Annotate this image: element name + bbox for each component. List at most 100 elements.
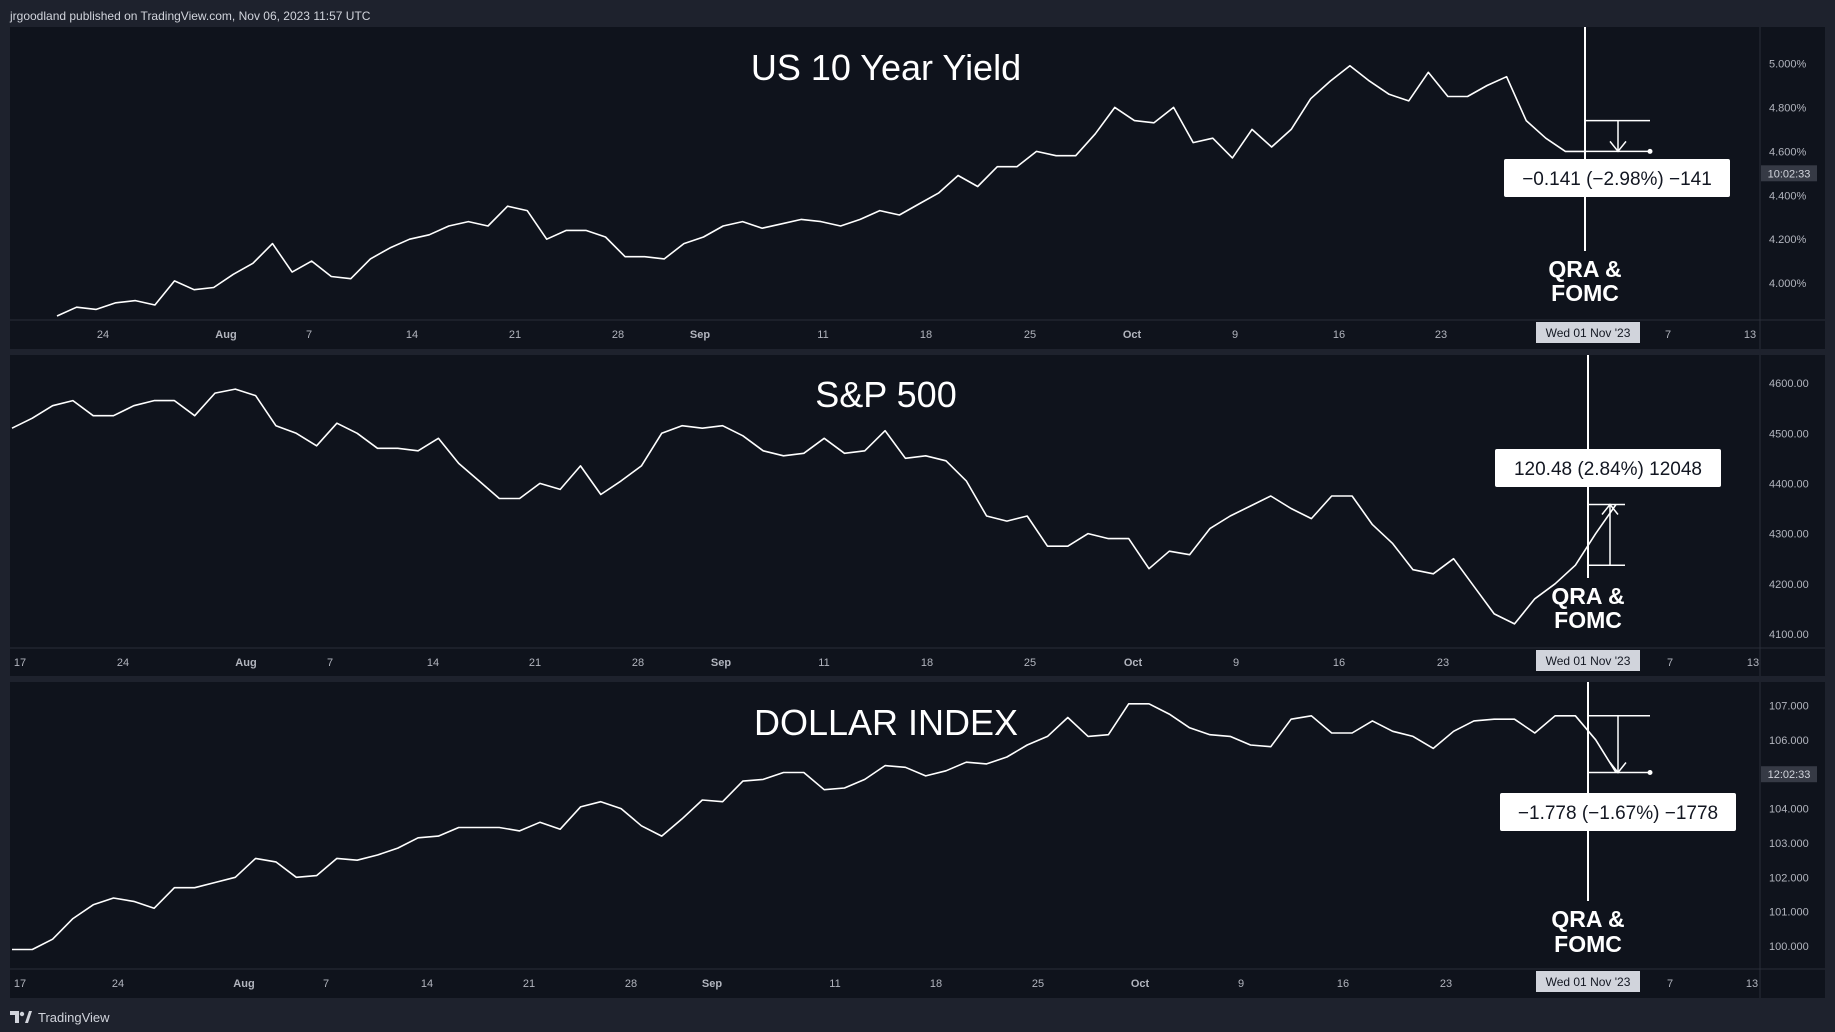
x-tick-label: 21: [509, 329, 521, 341]
x-tick-label: 21: [523, 978, 535, 990]
price-series-line: [11, 388, 1617, 625]
x-tick-label: 24: [117, 657, 129, 669]
x-tick-label: 17: [14, 978, 26, 990]
chart-title: DOLLAR INDEX: [754, 702, 1018, 743]
measure-arrow-head: [1609, 762, 1627, 774]
x-tick-label: 13: [1744, 329, 1756, 341]
price-series-line: [12, 702, 1617, 951]
last-price-badge: [1761, 165, 1817, 182]
y-tick-label: 100.000: [1769, 941, 1809, 953]
measure-label-box: [1504, 159, 1730, 197]
x-tick-label: 21: [529, 657, 541, 669]
x-tick-label: Oct: [1123, 329, 1142, 341]
panel-background: [10, 682, 1825, 998]
chart-title: S&P 500: [815, 374, 956, 415]
x-tick-label: 24: [112, 978, 124, 990]
x-tick-label: 25: [1024, 657, 1036, 669]
measure-end-point: [1647, 148, 1653, 154]
publish-info: jrgoodland published on TradingView.com,…: [10, 9, 371, 23]
y-tick-label: 102.000: [1769, 872, 1809, 884]
x-tick-label: Oct: [1131, 978, 1150, 990]
x-tick-label: 23: [1440, 978, 1452, 990]
x-tick-label: 13: [1746, 978, 1758, 990]
y-tick-label: 4400.00: [1769, 478, 1809, 490]
x-tick-label: 16: [1333, 657, 1345, 669]
x-tick-label: 23: [1437, 657, 1449, 669]
x-tick-label: 16: [1337, 978, 1349, 990]
x-tick-label: 11: [829, 978, 840, 990]
y-tick-label: 4.800%: [1769, 102, 1807, 114]
x-tick-label: Aug: [233, 978, 254, 990]
y-tick-label: 4.000%: [1769, 278, 1807, 290]
measure-label-box: [1495, 449, 1721, 487]
x-tick-label: Sep: [702, 978, 722, 990]
y-tick-label: 4.600%: [1769, 146, 1807, 158]
y-tick-label: 5.000%: [1769, 59, 1807, 71]
event-label-line1: QRA &: [1548, 256, 1621, 282]
x-tick-label: 11: [818, 657, 829, 669]
y-tick-label: 4600.00: [1769, 378, 1809, 390]
x-tick-label: 14: [427, 657, 439, 669]
last-price-badge-text: 12:02:33: [1768, 769, 1811, 781]
x-tick-label: Aug: [215, 329, 236, 341]
x-tick-label: 18: [920, 329, 932, 341]
price-series-line: [56, 64, 1585, 317]
measure-label: −0.141 (−2.98%) −141: [1522, 169, 1712, 190]
x-tick-label: 25: [1032, 978, 1044, 990]
last-price-badge: [1761, 766, 1817, 783]
x-tick-label: 17: [14, 657, 26, 669]
y-tick-label: 4500.00: [1769, 428, 1809, 440]
x-tick-label: 9: [1238, 978, 1244, 990]
x-tick-label: 7: [1665, 329, 1671, 341]
x-tick-label: 23: [1435, 329, 1447, 341]
x-tick-label: 28: [625, 978, 637, 990]
x-tick-label: 24: [97, 329, 109, 341]
measure-label: 120.48 (2.84%) 12048: [1514, 459, 1702, 480]
date-badge: [1536, 322, 1640, 343]
measure-arrow-head: [1601, 503, 1619, 515]
x-tick-label: 16: [1333, 329, 1345, 341]
measure-label: −1.778 (−1.67%) −1778: [1518, 803, 1718, 824]
x-tick-label: 25: [1024, 329, 1036, 341]
measure-end-point: [1647, 770, 1653, 775]
y-tick-label: 101.000: [1769, 907, 1809, 919]
x-tick-label: 18: [930, 978, 942, 990]
y-tick-label: 103.000: [1769, 838, 1809, 850]
date-badge: [1536, 971, 1640, 992]
x-tick-label: 9: [1233, 657, 1239, 669]
x-tick-label: 11: [817, 329, 828, 341]
x-tick-label: 13: [1747, 657, 1759, 669]
chart-panel-1: 5.000% 4.800% 4.600% 4.400% 4.200% 4.000% 24 Au…: [10, 27, 1825, 349]
x-tick-label: Sep: [690, 329, 710, 341]
event-label-line1: QRA &: [1551, 906, 1624, 932]
x-tick-label: Sep: [711, 657, 731, 669]
date-badge-text: Wed 01 Nov '23: [1546, 654, 1631, 668]
y-tick-label: 4.200%: [1769, 234, 1807, 246]
x-tick-label: Oct: [1124, 657, 1143, 669]
date-badge-text: Wed 01 Nov '23: [1546, 326, 1631, 340]
y-tick-label: 106.000: [1769, 735, 1809, 747]
x-tick-label: 28: [632, 657, 644, 669]
x-tick-label: 7: [1667, 978, 1673, 990]
tradingview-brand: TradingView: [38, 1009, 110, 1025]
x-tick-label: 7: [306, 329, 312, 341]
event-label-line2: FOMC: [1554, 931, 1622, 957]
chart-panel-2: 4600.00 4500.00 4400.00 4300.00 4200.00 4100.…: [10, 355, 1825, 676]
y-tick-label: 4300.00: [1769, 529, 1809, 541]
x-tick-label: 28: [612, 329, 624, 341]
event-label-line2: FOMC: [1554, 607, 1622, 633]
y-tick-label: 4200.00: [1769, 579, 1809, 591]
x-tick-label: Aug: [235, 657, 256, 669]
measure-arrow-head: [1609, 140, 1627, 153]
y-tick-label: 107.000: [1769, 700, 1809, 712]
x-tick-label: 9: [1232, 329, 1238, 341]
y-tick-label: 104.000: [1769, 804, 1809, 816]
event-label-line1: QRA &: [1551, 583, 1624, 609]
chart-title: US 10 Year Yield: [751, 47, 1021, 88]
tradingview-footer[interactable]: TradingView: [10, 1007, 110, 1027]
x-tick-label: 7: [327, 657, 333, 669]
event-label-line2: FOMC: [1551, 280, 1619, 306]
tradingview-logo-icon: [10, 1011, 32, 1023]
x-tick-label: 18: [921, 657, 933, 669]
date-badge-text: Wed 01 Nov '23: [1546, 975, 1631, 989]
